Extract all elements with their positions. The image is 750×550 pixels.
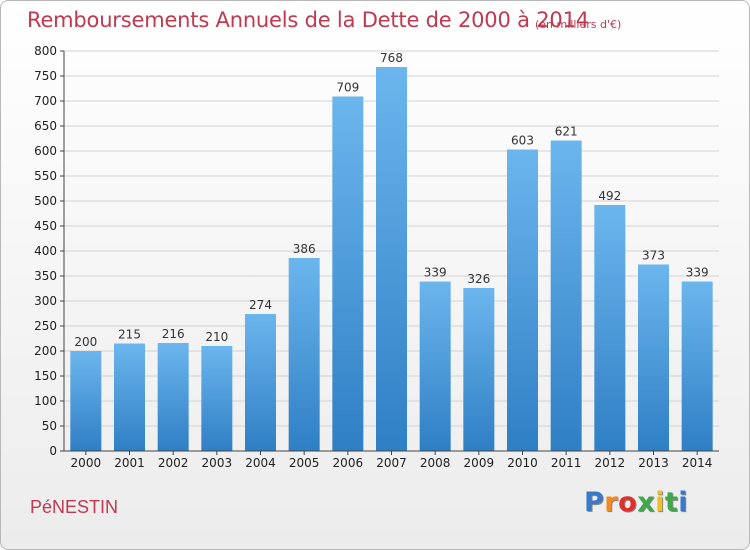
y-tick-label: 450: [34, 219, 57, 233]
proxiti-logo: Proxiti: [584, 487, 688, 518]
y-tick-label: 400: [34, 244, 57, 258]
x-tick-label: 2005: [289, 456, 320, 470]
value-label: 603: [511, 134, 534, 148]
value-label: 274: [249, 298, 272, 312]
x-tick-label: 2011: [551, 456, 582, 470]
x-tick-label: 2008: [420, 456, 451, 470]
value-label: 492: [598, 189, 621, 203]
y-tick-label: 100: [34, 394, 57, 408]
town-name: PéNESTIN: [30, 497, 119, 517]
logo-letter: o: [618, 487, 638, 518]
value-label: 200: [74, 335, 97, 349]
x-tick-label: 2010: [507, 456, 538, 470]
y-tick-label: 350: [34, 269, 57, 283]
bar-2005: [288, 258, 320, 451]
x-tick-label: 2013: [638, 456, 669, 470]
bar-2001: [114, 343, 145, 451]
value-label: 339: [424, 266, 447, 280]
bar-2011: [550, 140, 582, 451]
value-label: 210: [205, 330, 228, 344]
bar-2006: [332, 96, 364, 451]
x-tick-label: 2012: [595, 456, 626, 470]
bar-2013: [638, 264, 669, 451]
x-tick-label: 2001: [114, 456, 145, 470]
y-tick-label: 550: [34, 169, 57, 183]
y-tick-label: 500: [34, 194, 57, 208]
value-label: 215: [118, 328, 141, 342]
y-tick-label: 150: [34, 369, 57, 383]
value-label: 373: [642, 249, 665, 263]
value-label: 386: [293, 242, 316, 256]
logo-letter: i: [655, 487, 665, 518]
value-label: 216: [162, 327, 185, 341]
y-tick-label: 200: [34, 344, 57, 358]
value-label: 339: [686, 266, 709, 280]
x-tick-label: 2002: [158, 456, 189, 470]
y-tick-label: 700: [34, 94, 57, 108]
bar-2002: [157, 343, 189, 451]
y-tick-label: 0: [49, 444, 57, 458]
logo-letter: t: [664, 487, 679, 518]
bar-2003: [201, 346, 233, 451]
value-label: 768: [380, 51, 403, 65]
x-tick-label: 2007: [376, 456, 407, 470]
value-label: 709: [336, 81, 359, 95]
x-tick-label: 2004: [245, 456, 276, 470]
bar-2010: [507, 149, 538, 451]
x-tick-label: 2000: [71, 456, 102, 470]
y-tick-label: 800: [34, 44, 57, 58]
bar-2008: [419, 281, 451, 451]
x-tick-label: 2003: [202, 456, 233, 470]
logo-letter: P: [584, 487, 605, 518]
y-tick-label: 750: [34, 69, 57, 83]
y-tick-label: 300: [34, 294, 57, 308]
y-tick-label: 600: [34, 144, 57, 158]
logo-letter: x: [637, 487, 656, 518]
value-label: 621: [555, 125, 578, 139]
chart-title: Remboursements Annuels de la Dette de 20…: [27, 8, 589, 32]
y-tick-label: 250: [34, 319, 57, 333]
y-tick-label: 50: [42, 419, 57, 433]
x-tick-label: 2009: [464, 456, 495, 470]
bar-2014: [681, 281, 713, 451]
x-tick-label: 2006: [333, 456, 364, 470]
bar-2004: [245, 314, 276, 451]
chart-subtitle: (en milliers d'€): [535, 18, 622, 31]
bar-2012: [594, 205, 626, 451]
logo-letter: i: [678, 487, 689, 518]
bar-2007: [376, 67, 407, 451]
y-tick-label: 650: [34, 119, 57, 133]
x-tick-label: 2014: [682, 456, 713, 470]
bar-2000: [70, 351, 102, 451]
bar-2009: [463, 288, 495, 451]
logo-letter: r: [604, 487, 619, 518]
value-label: 326: [467, 272, 490, 286]
